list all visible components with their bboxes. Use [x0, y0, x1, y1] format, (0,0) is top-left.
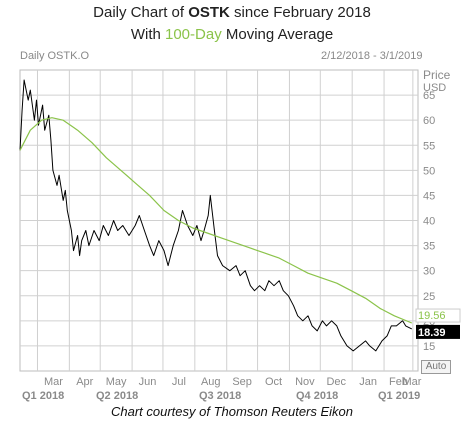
auto-scale-button[interactable]: Auto [421, 360, 451, 374]
subtitle-prefix: With [130, 26, 165, 43]
y-tick-label: 15 [423, 341, 435, 353]
series-label: Daily OSTK.O [20, 50, 90, 62]
x-tick-label: Dec [326, 376, 346, 388]
x-tick-label: Jan [359, 376, 377, 388]
subtitle-highlight: 100-Day [165, 26, 222, 43]
chart-caption: Chart courtesy of Thomson Reuters Eikon [110, 404, 354, 419]
x-quarter-label: Q1 2018 [22, 390, 64, 402]
x-tick-label: May [106, 376, 127, 388]
y-tick-label: 30 [423, 266, 435, 278]
y-tick-label: 25 [423, 291, 435, 303]
currency-axis-title: USD [423, 82, 447, 94]
x-quarter-label: Q4 2018 [296, 390, 338, 402]
ma-value-label: 19.56 [418, 310, 446, 322]
x-quarter-label: Q3 2018 [199, 390, 241, 402]
x-tick-label: Oct [265, 376, 282, 388]
x-tick-label: Jul [172, 376, 186, 388]
x-tick-label: Nov [295, 376, 315, 388]
chart-title-line-1: Daily Chart of OSTK since February 2018 [0, 4, 464, 21]
title-ticker: OSTK [188, 4, 230, 21]
price-line [19, 79, 413, 352]
ma-value-tag [415, 308, 461, 323]
x-tick-label: Sep [232, 376, 252, 388]
x-tick-label: Apr [76, 376, 93, 388]
y-tick-label: 60 [423, 115, 435, 127]
x-quarter-label: Q1 2019 [378, 390, 420, 402]
x-tick-label: Aug [201, 376, 221, 388]
y-tick-label: 55 [423, 140, 435, 152]
y-tick-label: 35 [423, 241, 435, 253]
y-tick-label: 65 [423, 90, 435, 102]
x-tick-label: Mar [44, 376, 63, 388]
y-tick-label: 45 [423, 190, 435, 202]
x-quarter-label: Q2 2018 [96, 390, 138, 402]
x-tick-label: Mar [403, 376, 422, 388]
last-price-tag [416, 324, 460, 339]
last-price-label: 18.39 [418, 327, 446, 339]
x-tick-label: Jun [139, 376, 157, 388]
moving-average-line [19, 117, 413, 324]
title-suffix: since February 2018 [229, 4, 371, 21]
title-prefix: Daily Chart of [93, 4, 189, 21]
date-range-label: 2/12/2018 - 3/1/2019 [321, 50, 423, 62]
y-tick-label: 50 [423, 165, 435, 177]
y-tick-label: 40 [423, 216, 435, 228]
chart-title-line-2: With 100-Day Moving Average [0, 26, 464, 43]
subtitle-suffix: Moving Average [221, 26, 334, 43]
price-axis-title: Price [423, 68, 451, 82]
x-tick-label: Feb [389, 376, 408, 388]
